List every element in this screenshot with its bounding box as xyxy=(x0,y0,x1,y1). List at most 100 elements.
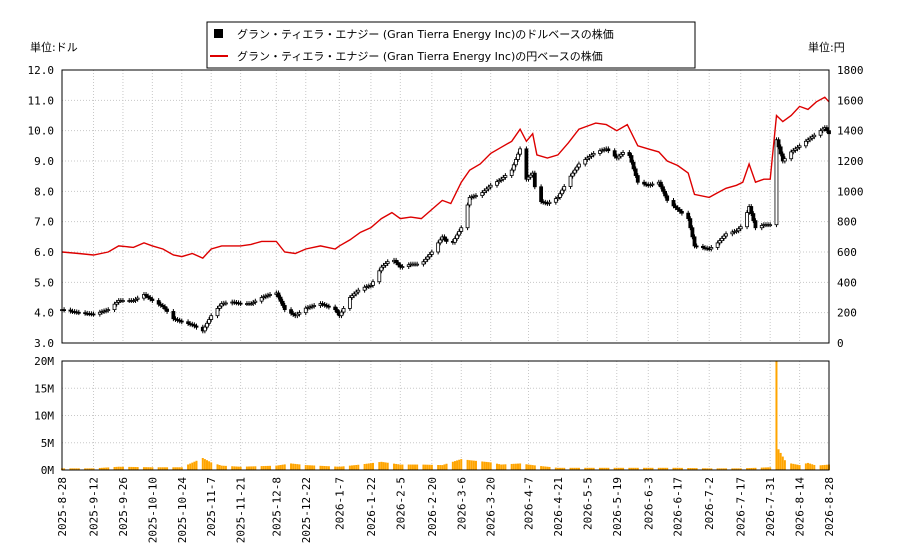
volume-bar xyxy=(790,463,793,470)
volume-bar xyxy=(762,467,765,470)
volume-bar xyxy=(720,468,723,470)
candle-body xyxy=(583,159,588,165)
volume-bar xyxy=(174,467,177,470)
candle-body xyxy=(808,137,812,141)
volume-bar xyxy=(424,464,427,470)
volume-bar xyxy=(823,464,826,470)
volume-bar xyxy=(86,468,89,470)
right-tick-label: 1600 xyxy=(837,94,864,107)
volume-bar xyxy=(275,465,278,470)
x-tick-label: 2026-2-5 xyxy=(394,477,407,530)
candle-body xyxy=(650,183,655,186)
volume-bar xyxy=(811,464,814,470)
candle-body xyxy=(663,190,667,197)
candle-body xyxy=(133,298,138,301)
candle-body xyxy=(121,300,125,302)
volume-bar xyxy=(245,466,248,470)
candle-body xyxy=(749,206,754,214)
volume-bar xyxy=(695,468,698,470)
volume-bar xyxy=(163,467,166,470)
candle-body xyxy=(791,149,796,153)
volume-bar xyxy=(556,467,559,470)
candle-body xyxy=(341,308,346,313)
volume-bar xyxy=(254,466,257,470)
candle-body xyxy=(688,218,693,229)
candle-body xyxy=(379,266,384,272)
candle-body xyxy=(362,286,367,291)
candle-body xyxy=(383,263,388,266)
left-axis-unit: 単位:ドル xyxy=(30,40,78,54)
candle-body xyxy=(425,256,430,260)
volume-bar xyxy=(75,468,78,470)
volume-bar xyxy=(193,461,196,470)
x-tick-label: 2026-5-19 xyxy=(611,477,624,537)
volume-bar xyxy=(512,463,515,470)
candle-body xyxy=(131,300,136,302)
candle-body xyxy=(562,186,567,191)
volume-series xyxy=(61,361,830,470)
legend-usd-swatch xyxy=(214,29,223,38)
volume-bar xyxy=(411,464,414,470)
candle-body xyxy=(715,242,720,248)
volume-bar xyxy=(151,467,154,470)
volume-bar xyxy=(260,466,263,470)
x-tick-label: 2025-10-24 xyxy=(176,477,189,544)
volume-bar xyxy=(502,464,505,470)
candle-body xyxy=(339,311,344,317)
candle-body xyxy=(400,266,405,268)
volume-bar xyxy=(264,465,267,470)
candle-body xyxy=(421,261,426,265)
volume-bar xyxy=(544,466,547,470)
volume-bar xyxy=(380,461,383,470)
volume-bar xyxy=(746,468,749,470)
candle-body xyxy=(768,224,773,227)
volume-bar xyxy=(378,462,381,470)
volume-bar xyxy=(540,466,543,470)
volume-tick-label: 5M xyxy=(41,437,55,450)
volume-bar xyxy=(634,467,637,470)
candle-body xyxy=(572,169,577,174)
candle-body xyxy=(511,164,516,171)
x-tick-label: 2026-3-20 xyxy=(485,477,498,537)
x-tick-label: 2026-1-7 xyxy=(333,477,346,530)
volume-bar xyxy=(630,467,633,470)
volume-bar xyxy=(819,465,822,470)
candle-body xyxy=(291,312,296,315)
volume-bar xyxy=(180,467,183,470)
volume-bar xyxy=(687,468,690,470)
candle-body xyxy=(474,195,478,197)
volume-bar xyxy=(191,462,194,470)
volume-bar xyxy=(708,468,711,470)
volume-bar xyxy=(311,465,314,470)
candle-body xyxy=(295,313,300,317)
candle-body xyxy=(631,161,636,170)
volume-bar xyxy=(466,459,469,470)
x-tick-label: 2026-2-20 xyxy=(426,477,439,537)
left-tick-label: 11.0 xyxy=(28,94,55,107)
candle-body xyxy=(62,309,67,312)
volume-bar xyxy=(470,460,473,470)
x-tick-label: 2025-9-12 xyxy=(88,477,101,537)
candle-body xyxy=(415,263,420,266)
volume-bar xyxy=(367,463,370,470)
volume-bar xyxy=(382,462,385,470)
candle-body xyxy=(429,251,434,255)
volume-bar xyxy=(607,467,610,470)
candle-body xyxy=(148,297,153,300)
candle-body xyxy=(680,210,684,214)
volume-bar xyxy=(657,467,660,470)
candle-body xyxy=(68,309,73,312)
volume-bar xyxy=(748,468,751,470)
volume-bar xyxy=(561,467,564,470)
volume-grid xyxy=(61,360,830,471)
volume-bar xyxy=(338,466,341,470)
volume-bar xyxy=(98,467,101,470)
volume-bar xyxy=(691,468,694,470)
volume-bar xyxy=(706,468,709,470)
volume-bar xyxy=(533,465,536,470)
right-axis-unit: 単位:円 xyxy=(808,40,845,54)
volume-bar xyxy=(205,460,208,470)
volume-bar xyxy=(636,467,639,470)
volume-bar xyxy=(355,464,358,470)
candle-body xyxy=(635,175,640,183)
